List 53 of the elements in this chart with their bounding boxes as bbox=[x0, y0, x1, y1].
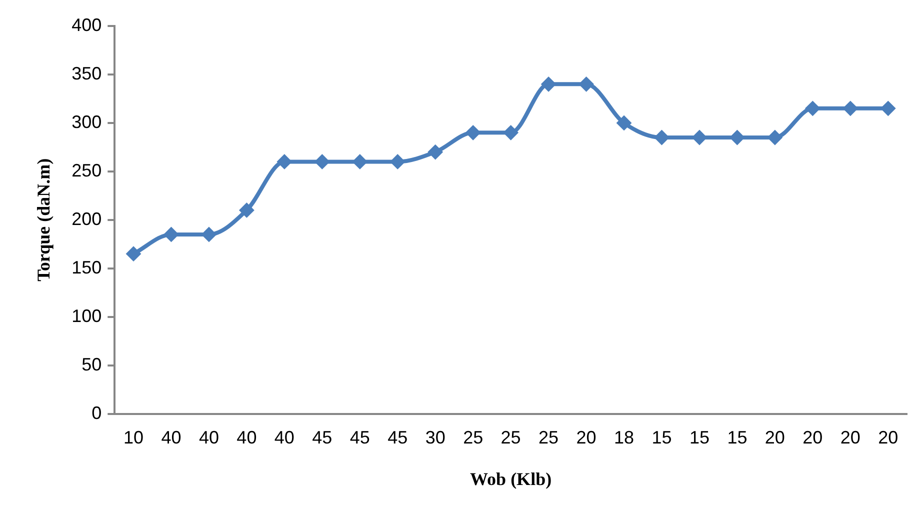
y-tick-label: 100 bbox=[72, 306, 102, 326]
x-tick-label: 40 bbox=[236, 428, 257, 448]
x-tick-label: 20 bbox=[878, 428, 898, 448]
point bbox=[164, 226, 179, 242]
x-tick-label: 20 bbox=[576, 428, 596, 448]
point bbox=[654, 130, 670, 145]
x-tick-label: 15 bbox=[689, 428, 710, 448]
y-tick-label: 150 bbox=[72, 257, 102, 278]
x-tick-label: 15 bbox=[727, 428, 748, 448]
point bbox=[842, 100, 858, 116]
x-tick-label: 18 bbox=[614, 428, 634, 448]
point bbox=[692, 130, 707, 145]
x-tick-label: 45 bbox=[350, 428, 370, 448]
x-tick-label: 20 bbox=[764, 428, 785, 448]
x-tick-label: 20 bbox=[802, 428, 823, 448]
x-tick-label: 40 bbox=[198, 428, 219, 448]
x-tick-label: 25 bbox=[463, 428, 484, 448]
x-tick-label: 30 bbox=[425, 428, 446, 448]
x-axis-title: Wob (Klb) bbox=[470, 468, 552, 489]
y-tick-label: 300 bbox=[72, 112, 102, 132]
y-tick-label: 250 bbox=[72, 160, 102, 180]
x-tick-label: 15 bbox=[652, 428, 672, 448]
point bbox=[428, 144, 443, 160]
point bbox=[201, 226, 216, 242]
point bbox=[126, 246, 141, 262]
point bbox=[541, 76, 556, 92]
y-tick-label: 200 bbox=[72, 208, 102, 229]
point bbox=[314, 154, 330, 170]
point bbox=[466, 125, 481, 140]
point bbox=[616, 115, 632, 130]
point bbox=[352, 154, 368, 170]
point bbox=[239, 202, 254, 218]
y-axis-title: Torque (daN.m) bbox=[33, 158, 54, 282]
point bbox=[880, 100, 896, 116]
y-tick-label: 50 bbox=[82, 354, 102, 374]
x-tick-label: 20 bbox=[840, 428, 860, 448]
point bbox=[276, 154, 292, 170]
y-tick-label: 400 bbox=[72, 14, 102, 35]
point bbox=[767, 130, 782, 145]
point bbox=[730, 130, 745, 145]
point bbox=[503, 125, 518, 140]
x-tick-label: 40 bbox=[161, 428, 182, 448]
x-tick-label: 45 bbox=[312, 428, 332, 448]
x-tick-label: 40 bbox=[274, 428, 294, 448]
y-tick-label: 0 bbox=[92, 402, 102, 423]
x-tick-label: 10 bbox=[123, 428, 144, 448]
x-tick-label: 25 bbox=[538, 428, 559, 448]
x-tick-label: 45 bbox=[388, 428, 408, 448]
y-tick-label: 350 bbox=[72, 63, 102, 84]
point bbox=[578, 76, 594, 92]
x-tick-label: 25 bbox=[500, 428, 521, 448]
point bbox=[390, 154, 406, 170]
point bbox=[805, 100, 820, 116]
